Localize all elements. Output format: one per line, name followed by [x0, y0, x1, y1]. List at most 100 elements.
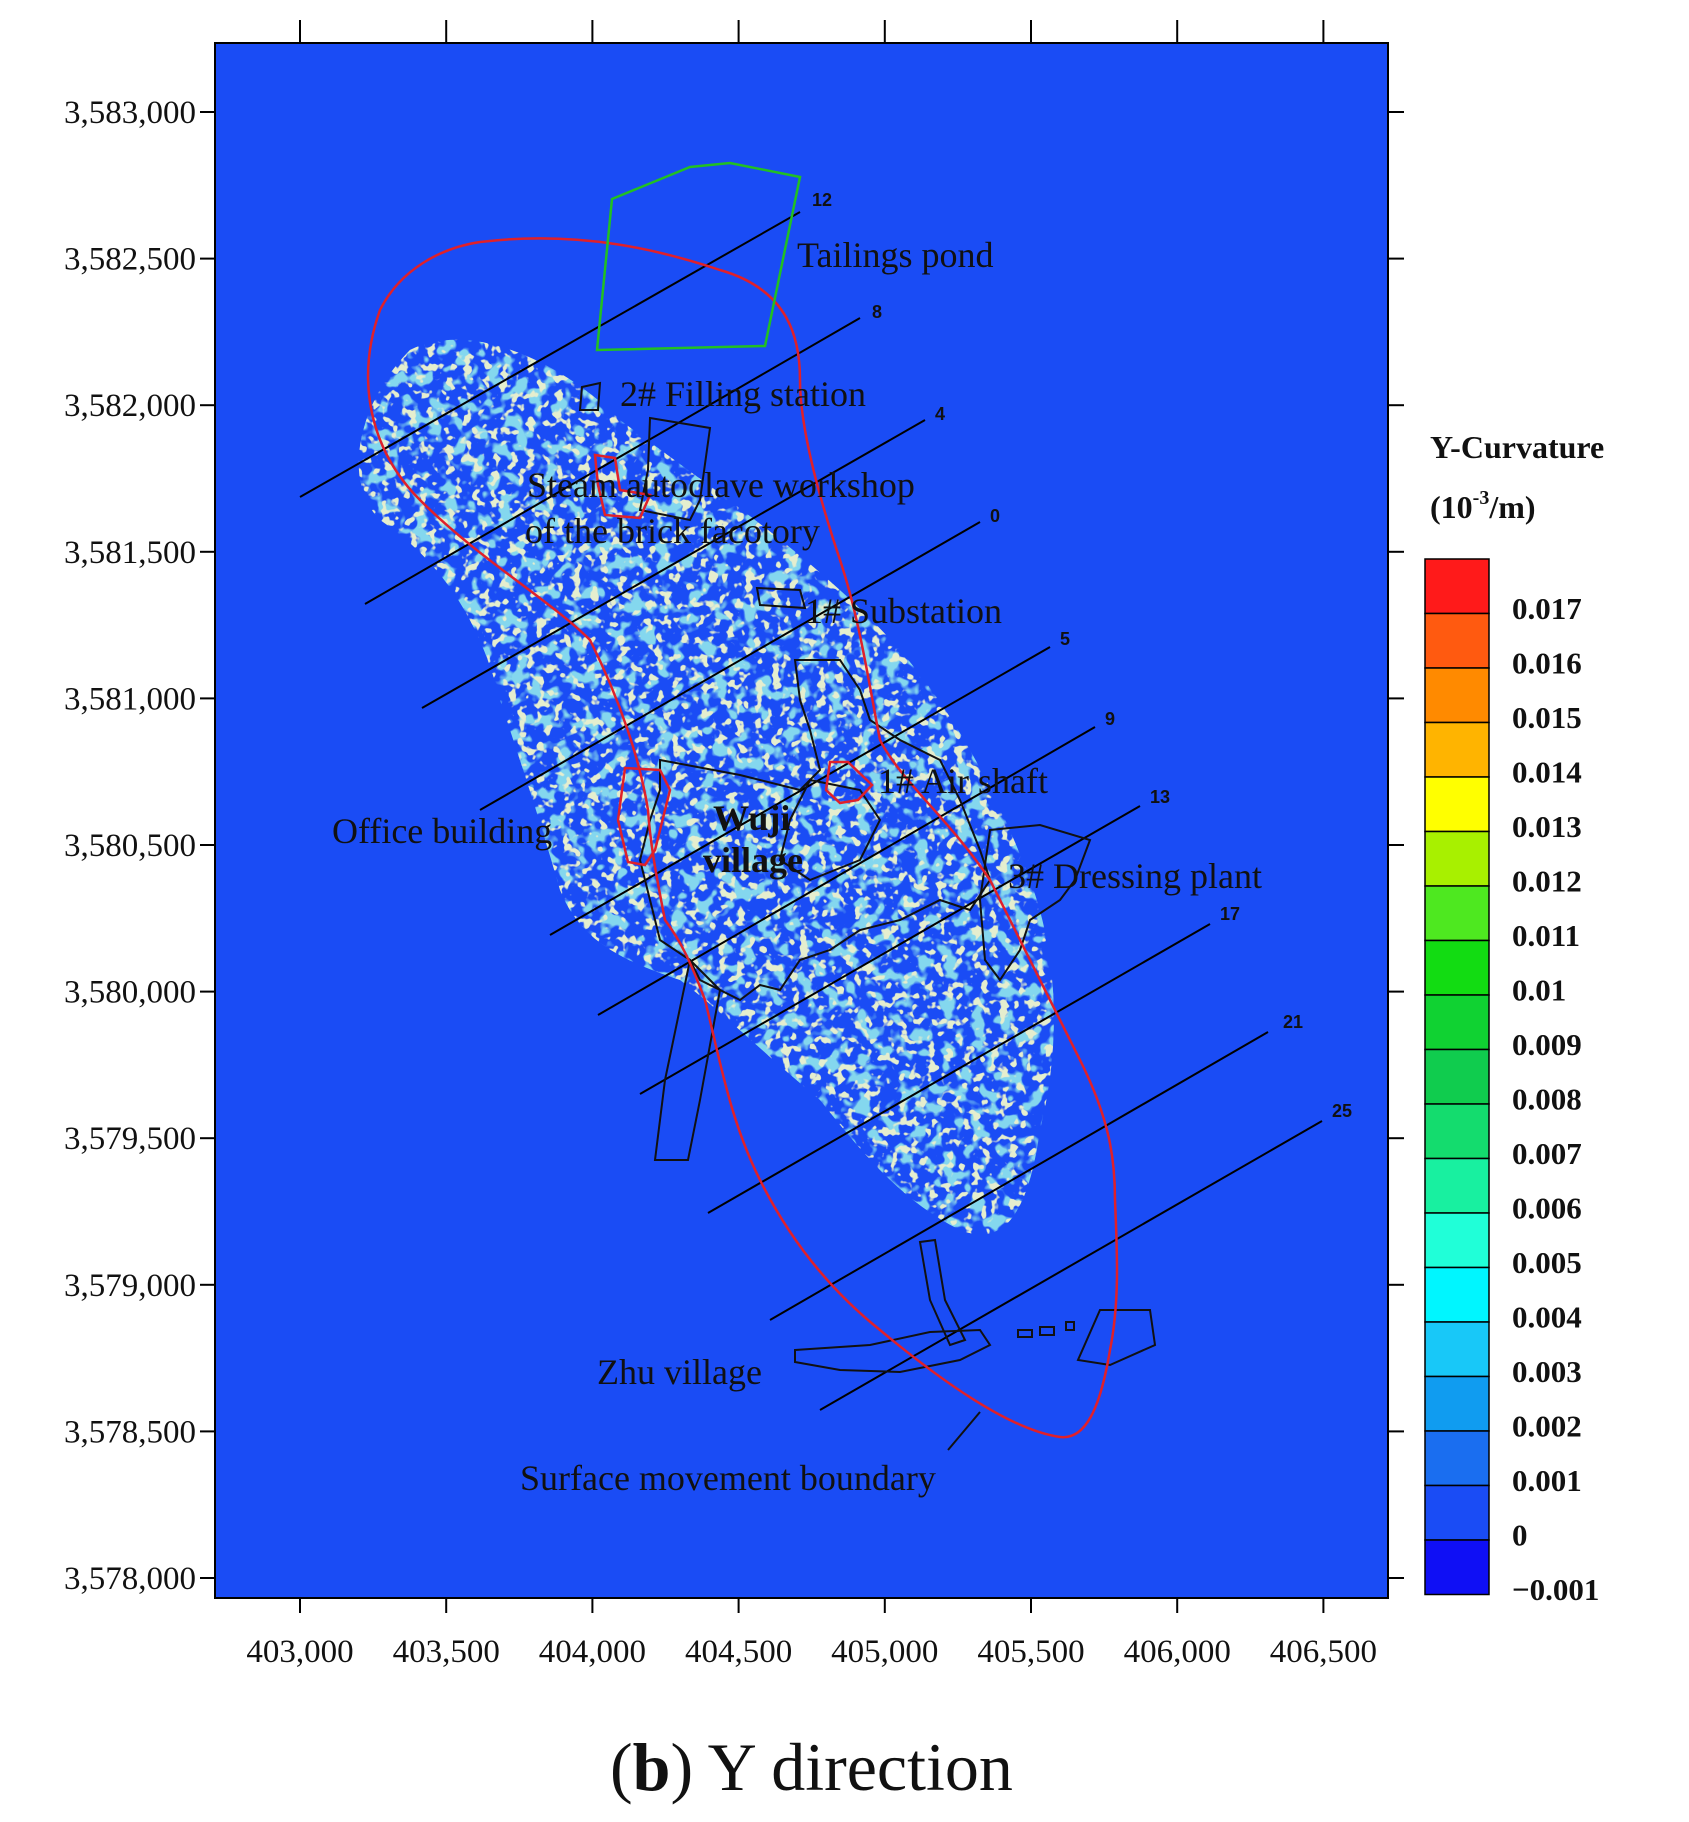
y-tick-label: 3,580,000 [64, 975, 196, 1011]
legend-swatch [1424, 1321, 1490, 1378]
legend-swatch [1424, 885, 1490, 942]
survey-line-21 [769, 1031, 1269, 1321]
y-tick-label: 3,578,000 [64, 1561, 196, 1597]
legend-label: 0.009 [1512, 1027, 1582, 1062]
label-office-building: Office building [332, 811, 552, 851]
label-zhu-village: Zhu village [597, 1352, 762, 1392]
legend-label: 0.011 [1512, 918, 1580, 953]
label-filling-station: 2# Filling station [620, 374, 866, 414]
legend-swatch [1424, 830, 1490, 887]
surface-movement-boundary [366, 237, 1119, 1439]
survey-lines [299, 211, 1323, 1411]
line-number-25: 25 [1332, 1101, 1352, 1121]
legend-swatch [1424, 1048, 1490, 1105]
legend-label: 0.003 [1512, 1354, 1582, 1389]
x-axis-labels: 403,000 403,500 404,000 404,500 405,000 405,5… [246, 1634, 1377, 1670]
legend-swatch [1424, 994, 1490, 1051]
legend-labels: 0.017 0.016 0.015 0.014 0.013 0.012 0.011 0.01 0… [1512, 591, 1599, 1607]
legend-label: 0.004 [1512, 1300, 1582, 1335]
small-block-2 [1039, 1326, 1055, 1336]
legend-swatch [1424, 1430, 1490, 1487]
label-wuji-line1: Wuji [713, 798, 790, 838]
y-tick-label: 3,583,000 [64, 95, 196, 131]
small-block-1 [1017, 1329, 1033, 1338]
survey-line-8 [364, 317, 861, 605]
label-dressing-plant: 3# Dressing plant [1008, 856, 1262, 896]
x-tick-label: 403,500 [393, 1634, 500, 1670]
legend-color-bar [1424, 558, 1490, 1596]
legend-swatch [1424, 1484, 1490, 1541]
survey-line-0 [479, 521, 981, 811]
x-tick-label: 404,500 [685, 1634, 792, 1670]
legend-label: 0.001 [1512, 1463, 1582, 1498]
legend-swatch [1424, 776, 1490, 833]
boundary-leader-line [947, 1411, 981, 1451]
line-number-4: 4 [935, 404, 945, 424]
dressing-plant-outline [978, 823, 1092, 982]
curvature-speckle-zone [358, 339, 1054, 1235]
x-tick-label: 406,500 [1270, 1634, 1377, 1670]
x-tick-label: 405,000 [831, 1634, 938, 1670]
steam-workshop-outline [638, 416, 712, 522]
legend-swatch [1424, 1212, 1490, 1269]
legend-label: 0.015 [1512, 700, 1582, 735]
legend-label: 0.008 [1512, 1082, 1582, 1117]
legend: Y-Curvature (10-3/m) 0.0170.0160.0150.01… [1424, 429, 1604, 1607]
x-tick-label: 405,500 [977, 1634, 1084, 1670]
filling-station-outline [578, 381, 602, 411]
legend-label: 0.006 [1512, 1191, 1582, 1226]
survey-line-numbers: 12 8 4 0 5 9 13 17 21 25 [812, 190, 1352, 1121]
y-tick-label: 3,581,500 [64, 535, 196, 571]
survey-line-17 [707, 923, 1211, 1214]
label-substation: 1# Substation [805, 591, 1002, 631]
place-labels: Tailings pond 2# Filling station Steam a… [332, 235, 1262, 1498]
zhu-village-strip-outline [918, 1238, 967, 1347]
legend-label: 0 [1512, 1518, 1528, 1553]
survey-line-9 [597, 726, 1096, 1016]
east-block-outline [1076, 1309, 1157, 1367]
line-number-9: 9 [1105, 709, 1115, 729]
air-shaft-outline [824, 760, 874, 805]
y-tick-label: 3,578,500 [64, 1414, 196, 1450]
zhu-village-outline [794, 1328, 992, 1374]
legend-label: 0.016 [1512, 646, 1582, 681]
legend-title-line2: (10-3/m) [1430, 487, 1536, 525]
legend-label: 0.013 [1512, 809, 1582, 844]
office-building-outline [616, 766, 672, 867]
tailings-pond-outline [595, 161, 802, 352]
survey-line-13 [639, 805, 1141, 1095]
legend-label: 0.002 [1512, 1409, 1582, 1444]
legend-swatch [1424, 612, 1490, 669]
legend-swatch [1424, 1103, 1490, 1160]
legend-swatch [1424, 721, 1490, 778]
label-boundary: Surface movement boundary [520, 1458, 936, 1498]
y-tick-label: 3,582,000 [64, 388, 196, 424]
legend-label: 0.007 [1512, 1136, 1582, 1171]
line-number-21: 21 [1283, 1012, 1303, 1032]
label-steam-workshop-line2: of the brick facotory [525, 511, 820, 551]
figure-caption: (b) Y direction [610, 1729, 1013, 1805]
label-steam-workshop-line1: Steam autoclave workshop [527, 465, 915, 505]
legend-label: 0.01 [1512, 973, 1566, 1008]
y-tick-label: 3,579,000 [64, 1268, 196, 1304]
wuji-village-outline [638, 659, 992, 1002]
label-air-shaft: 1# Air shaft [878, 761, 1048, 801]
y-axis-labels: 3,583,000 3,582,500 3,582,000 3,581,500 3,58… [64, 95, 196, 1597]
south-strip-outline [653, 957, 722, 1161]
legend-title-line1: Y-Curvature [1430, 429, 1604, 465]
line-number-5: 5 [1060, 629, 1070, 649]
label-wuji-line2: village [703, 840, 803, 880]
substation-outline [755, 586, 807, 610]
label-tailings-pond: Tailings pond [797, 235, 993, 275]
y-tick-label: 3,581,000 [64, 681, 196, 717]
x-axis [299, 20, 1325, 1613]
x-tick-label: 404,000 [539, 1634, 646, 1670]
legend-swatch [1424, 1539, 1490, 1596]
red-features [366, 237, 1119, 1439]
legend-swatch [1424, 1157, 1490, 1214]
legend-swatch [1424, 558, 1490, 615]
y-tick-label: 3,580,500 [64, 828, 196, 864]
legend-label: 0.005 [1512, 1245, 1582, 1280]
line-number-17: 17 [1220, 904, 1240, 924]
